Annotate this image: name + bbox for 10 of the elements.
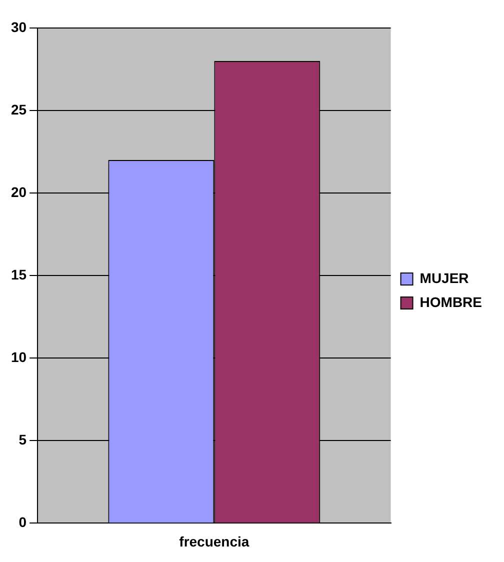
y-tick-label: 15 [10,266,27,282]
y-tick-label: 10 [10,348,27,365]
legend-label: MUJER [420,270,469,286]
legend-label: HOMBRE [420,294,482,310]
x-tick-label: frecuencia [179,533,250,550]
y-tick-label: 25 [10,101,27,118]
y-tick-label: 30 [10,18,27,35]
y-tick-label: 5 [18,432,27,448]
y-tick-label: 20 [10,184,27,200]
y-tick-label: 0 [18,514,27,530]
